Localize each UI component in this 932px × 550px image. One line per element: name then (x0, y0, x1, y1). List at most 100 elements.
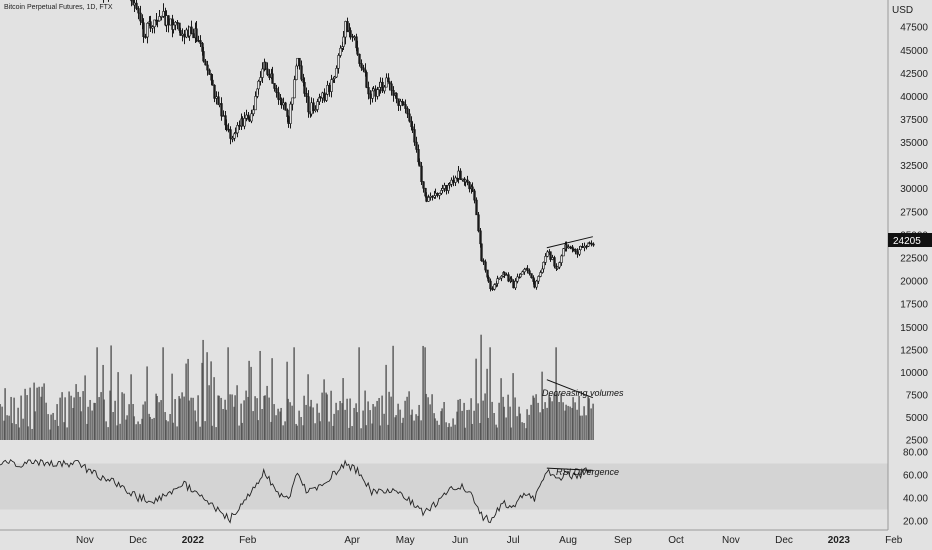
price-axis[interactable]: 1750020000225002500027500300003250035000… (900, 23, 928, 528)
volume-bar (487, 417, 489, 440)
volume-bar (459, 398, 461, 440)
candle-body (289, 103, 292, 124)
volume-bar (387, 424, 389, 440)
volume-bar (507, 394, 509, 440)
volume-annotation: Decreasing volumes (542, 388, 624, 398)
volume-bar (525, 428, 527, 440)
volume-bar (434, 418, 436, 440)
volume-bar (579, 415, 581, 440)
candle-body (565, 244, 568, 249)
volume-bar (233, 406, 235, 440)
volume-bar (551, 401, 553, 440)
price-tick-label: 35000 (900, 138, 928, 149)
volume-bar (376, 400, 378, 440)
volume-bar (268, 397, 270, 440)
volume-bar (544, 402, 546, 440)
volume-bar (542, 409, 544, 440)
volume-bar (291, 405, 293, 440)
candle-body (388, 81, 391, 85)
volume-bar (562, 402, 564, 440)
candle-body (215, 96, 218, 99)
volume-bar (514, 397, 516, 440)
candle-body (335, 68, 338, 78)
candle-body (574, 248, 577, 253)
volume-bar (89, 399, 91, 440)
candle-body (372, 88, 375, 92)
volume-bar (298, 410, 300, 440)
candle-body (539, 272, 542, 277)
volume-bar (183, 396, 185, 440)
volume-bar (63, 422, 65, 440)
volume-bar (519, 413, 521, 440)
volume-bar (64, 397, 66, 440)
volume-bar (296, 425, 298, 440)
volume-layer (0, 334, 594, 440)
candle-body (146, 23, 149, 38)
volume-bar (379, 425, 381, 440)
candle-body (351, 35, 354, 38)
volume-bar (49, 429, 51, 440)
candle-body (519, 273, 522, 278)
volume-bar (420, 420, 422, 440)
volume-bar (188, 400, 190, 440)
volume-bar (94, 402, 96, 440)
candle-body (581, 246, 584, 248)
candle-body (387, 77, 390, 83)
candle-body (420, 165, 423, 183)
volume-bar (256, 398, 258, 440)
candle-body (385, 77, 388, 88)
volume-tick-label: 2500 (906, 436, 929, 447)
time-axis[interactable]: Nov Dec 2022 Feb Apr May Jun Jul Aug Sep Oct Nov Dec… (76, 535, 903, 546)
candle-body (528, 270, 531, 274)
volume-bar (484, 393, 486, 440)
candle-body (204, 60, 207, 66)
candle-body (282, 102, 285, 106)
volume-bar (429, 404, 431, 440)
time-tick-label: Dec (129, 535, 147, 546)
volume-bar (277, 408, 279, 440)
candle-body (144, 36, 147, 38)
candle-body (526, 268, 529, 272)
volume-bar (371, 423, 373, 440)
candle-body (346, 21, 349, 33)
volume-bar (378, 397, 380, 440)
candle-body (208, 69, 211, 75)
volume-bar (408, 391, 410, 440)
price-tick-label: 45000 (900, 46, 928, 57)
volume-bar (549, 397, 551, 440)
volume-bar (367, 401, 369, 440)
candle-body (429, 195, 432, 198)
candle-body (471, 186, 474, 192)
rsi-trendline (546, 467, 593, 471)
volume-bar (238, 425, 240, 440)
candle-body (592, 243, 595, 246)
volume-bar (500, 378, 502, 440)
volume-bar (592, 403, 594, 440)
volume-bar (162, 347, 164, 440)
candle-body (572, 248, 575, 251)
volume-bar (516, 416, 518, 440)
volume-bar (141, 418, 143, 440)
volume-bar (171, 373, 173, 440)
volume-bar (342, 378, 344, 440)
candle-body (367, 87, 370, 95)
volume-bar (406, 396, 408, 440)
volume-bar (436, 420, 438, 440)
candle-body (238, 125, 241, 127)
candle-body (408, 113, 411, 122)
volume-bar (117, 372, 119, 440)
volume-bar (187, 358, 189, 440)
volume-bar (61, 392, 63, 440)
candle-body (192, 33, 195, 39)
volume-bar (164, 412, 166, 440)
candle-body (523, 269, 526, 273)
volume-bar (326, 394, 328, 440)
volume-bar (333, 413, 335, 440)
volume-bar (266, 385, 268, 440)
volume-bar (576, 409, 578, 440)
price-tick-label: 30000 (900, 184, 928, 195)
candle-body (353, 36, 356, 39)
volume-bar (581, 415, 583, 440)
volume-bar (18, 427, 20, 440)
volume-bar (22, 418, 24, 440)
